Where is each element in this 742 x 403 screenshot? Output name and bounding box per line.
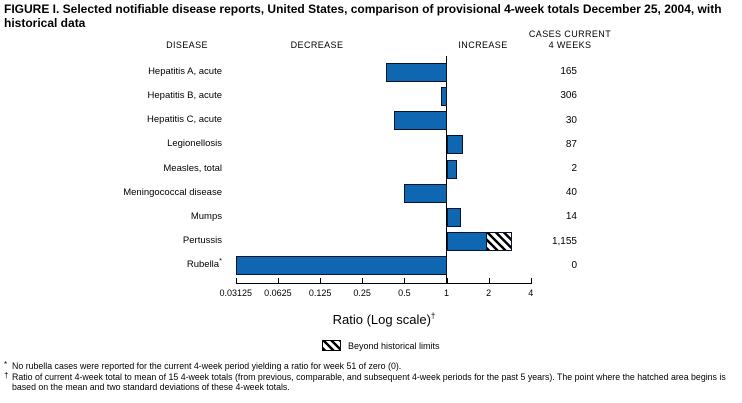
figure-title: FIGURE I. Selected notifiable disease re… bbox=[4, 2, 722, 30]
x-axis-tick-label: 1 bbox=[443, 288, 449, 298]
footnote-ratio-marker: † bbox=[4, 371, 9, 380]
cases-value: 40 bbox=[565, 187, 577, 199]
ratio-bar bbox=[235, 256, 448, 276]
x-axis-tick bbox=[404, 278, 406, 283]
disease-label: Hepatitis C, acute bbox=[21, 114, 222, 125]
ratio-bar bbox=[404, 183, 448, 203]
footnote-rubella-marker: * bbox=[4, 360, 8, 369]
disease-label-footnote-mark: * bbox=[219, 256, 222, 266]
footnote-rubella-text: No rubella cases were reported for the c… bbox=[12, 361, 402, 371]
x-axis-label-dagger: † bbox=[430, 311, 436, 321]
ratio-bar bbox=[446, 232, 487, 252]
footnote-ratio-text: Ratio of current 4-week total to mean of… bbox=[12, 372, 726, 393]
legend-hatch-swatch bbox=[322, 340, 341, 351]
disease-label-text: Pertussis bbox=[182, 235, 222, 247]
disease-label: Meningococcal disease bbox=[21, 187, 222, 198]
x-axis-tick bbox=[320, 278, 322, 283]
x-axis-tick bbox=[235, 278, 237, 283]
disease-label-text: Hepatitis A, acute bbox=[148, 65, 222, 77]
x-axis-tick-label: 0.125 bbox=[308, 288, 332, 298]
cases-value: 30 bbox=[565, 114, 577, 126]
x-axis-tick bbox=[488, 278, 490, 283]
disease-label-text: Meningococcal disease bbox=[123, 186, 222, 198]
column-header-disease: DISEASE bbox=[166, 40, 208, 50]
x-axis-label-text: Ratio (Log scale) bbox=[332, 312, 431, 327]
disease-label-text: Rubella bbox=[186, 259, 220, 271]
disease-label-text: Hepatitis C, acute bbox=[147, 114, 222, 126]
x-axis-tick-label: 4 bbox=[528, 288, 534, 298]
cases-value: 87 bbox=[565, 138, 577, 150]
ratio-bar bbox=[441, 86, 448, 106]
footnote-rubella: * No rubella cases were reported for the… bbox=[4, 360, 740, 371]
column-header-cases-line1: CASES CURRENT bbox=[528, 29, 612, 39]
column-header-increase: INCREASE bbox=[458, 40, 508, 50]
cases-value: 2 bbox=[571, 163, 577, 174]
x-axis-tick-label: 0.5 bbox=[398, 288, 411, 298]
disease-label: Mumps bbox=[21, 211, 222, 222]
ratio-bar bbox=[386, 62, 448, 82]
disease-label: Legionellosis bbox=[21, 138, 222, 149]
disease-label-text: Measles, total bbox=[163, 162, 222, 174]
cases-value: 1,155 bbox=[551, 235, 577, 247]
legend-label: Beyond historical limits bbox=[348, 341, 440, 351]
x-axis-tick bbox=[362, 278, 364, 283]
disease-label-text: Legionellosis bbox=[167, 138, 222, 150]
ratio-bar bbox=[446, 159, 457, 179]
disease-label: Hepatitis A, acute bbox=[21, 66, 222, 77]
x-axis-tick-label: 0.03125 bbox=[219, 288, 253, 298]
ratio-bar bbox=[446, 207, 462, 227]
cases-value: 0 bbox=[571, 259, 577, 271]
disease-label: Hepatitis B, acute bbox=[21, 90, 222, 101]
disease-label-text: Hepatitis B, acute bbox=[147, 89, 222, 101]
x-axis-tick-label: 2 bbox=[486, 288, 492, 298]
x-axis-label: Ratio (Log scale)† bbox=[234, 312, 534, 327]
x-axis-tick-label: 0.25 bbox=[353, 288, 371, 298]
x-axis-tick bbox=[530, 278, 532, 283]
ratio-bar bbox=[446, 135, 463, 155]
column-header-decrease: DECREASE bbox=[290, 40, 344, 50]
x-axis-tick bbox=[277, 278, 279, 283]
disease-label: Measles, total bbox=[21, 163, 222, 174]
footnote-ratio: † Ratio of current 4-week total to mean … bbox=[4, 371, 740, 393]
ratio-bar bbox=[393, 111, 448, 131]
x-axis-line bbox=[236, 283, 532, 284]
x-axis-tick-label: 0.0625 bbox=[264, 288, 292, 298]
x-axis-tick bbox=[446, 278, 448, 283]
cases-value: 165 bbox=[560, 66, 577, 78]
disease-label-text: Mumps bbox=[190, 210, 222, 222]
beyond-limits-bar bbox=[485, 232, 513, 252]
column-header-cases-line2: 4 WEEKS bbox=[548, 40, 592, 50]
disease-label: Pertussis bbox=[21, 235, 222, 246]
cases-value: 14 bbox=[565, 211, 577, 223]
disease-label: Rubella* bbox=[21, 256, 222, 271]
cases-value: 306 bbox=[560, 90, 577, 102]
